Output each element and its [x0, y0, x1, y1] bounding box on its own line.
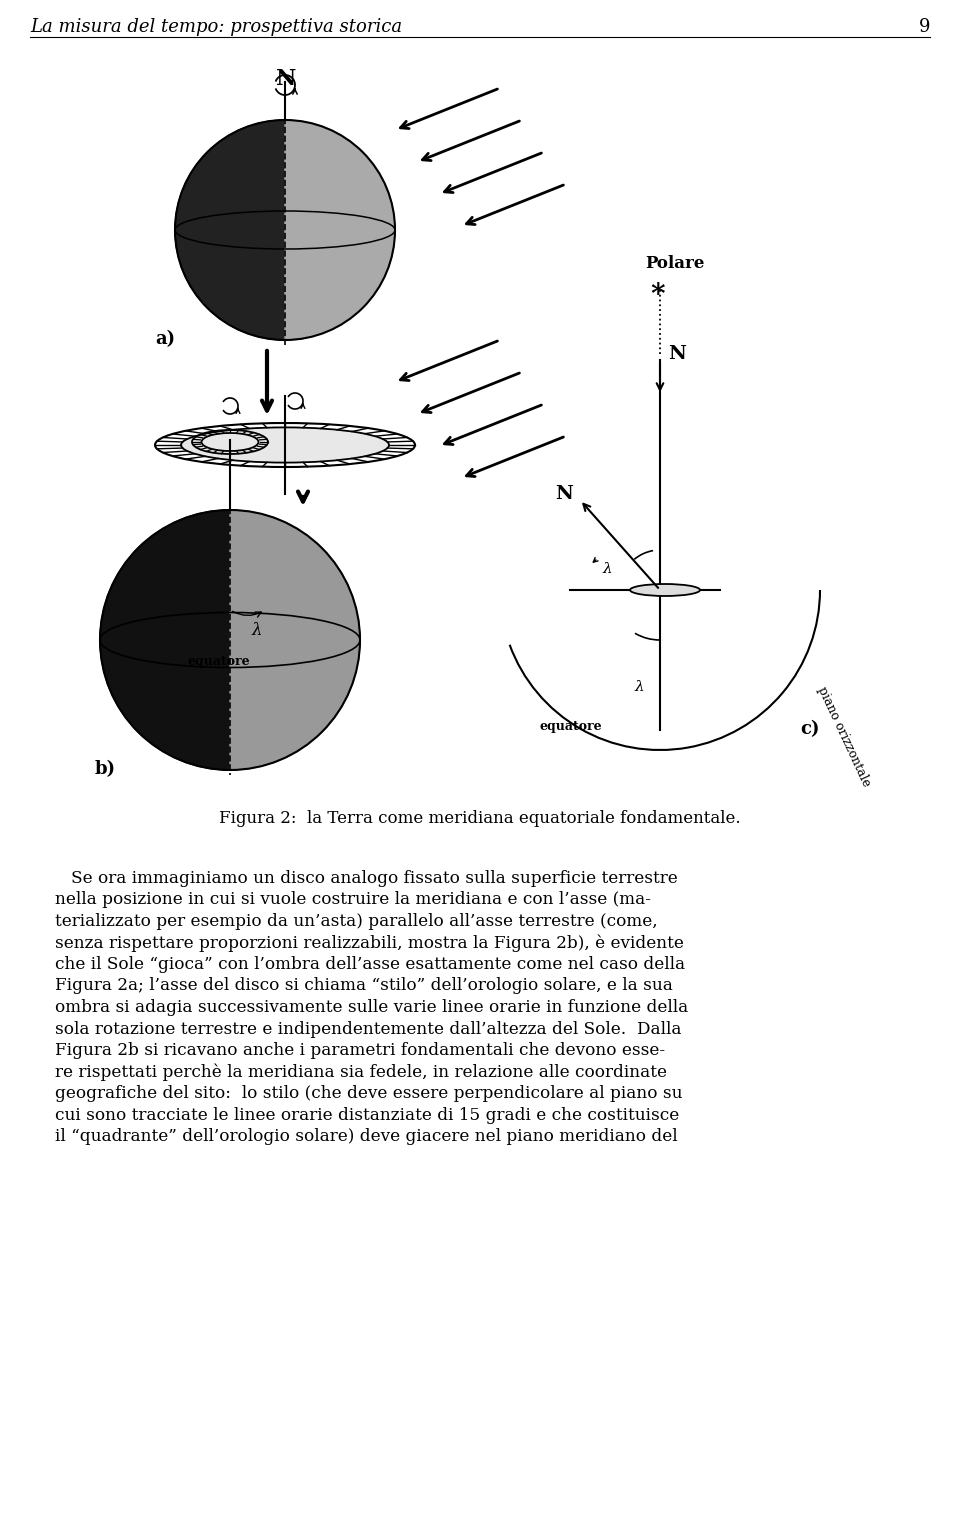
Polygon shape [230, 510, 360, 770]
Text: N: N [668, 344, 685, 363]
Text: a): a) [155, 330, 175, 347]
Text: geografiche del sito:  lo stilo (che deve essere perpendicolare al piano su: geografiche del sito: lo stilo (che deve… [55, 1085, 683, 1102]
Text: Figura 2:  la Terra come meridiana equatoriale fondamentale.: Figura 2: la Terra come meridiana equato… [219, 810, 741, 827]
Text: senza rispettare proporzioni realizzabili, mostra la Figura 2b), è evidente: senza rispettare proporzioni realizzabil… [55, 934, 684, 951]
Text: nella posizione in cui si vuole costruire la meridiana e con l’asse (ma-: nella posizione in cui si vuole costruir… [55, 891, 651, 908]
Text: terializzato per esempio da un’asta) parallelo all’asse terrestre (come,: terializzato per esempio da un’asta) par… [55, 913, 658, 930]
Text: Se ora immaginiamo un disco analogo fissato sulla superficie terrestre: Se ora immaginiamo un disco analogo fiss… [55, 870, 678, 887]
Text: N: N [555, 486, 573, 503]
Text: il “quadrante” dell’orologio solare) deve giacere nel piano meridiano del: il “quadrante” dell’orologio solare) dev… [55, 1128, 678, 1145]
Text: equatore: equatore [540, 719, 603, 733]
Polygon shape [285, 120, 395, 340]
Ellipse shape [630, 584, 700, 596]
Text: Figura 2b si ricavano anche i parametri fondamentali che devono esse-: Figura 2b si ricavano anche i parametri … [55, 1042, 665, 1059]
Polygon shape [100, 510, 230, 770]
Ellipse shape [202, 433, 258, 450]
Ellipse shape [181, 427, 389, 463]
Text: ombra si adagia successivamente sulle varie linee orarie in funzione della: ombra si adagia successivamente sulle va… [55, 999, 688, 1016]
Text: b): b) [95, 759, 116, 778]
Text: cui sono tracciate le linee orarie distanziate di 15 gradi e che costituisce: cui sono tracciate le linee orarie dista… [55, 1107, 680, 1124]
Polygon shape [175, 120, 285, 340]
Text: re rispettati perchè la meridiana sia fedele, in relazione alle coordinate: re rispettati perchè la meridiana sia fe… [55, 1064, 667, 1081]
Text: λ: λ [252, 622, 262, 639]
Text: Polare: Polare [645, 255, 705, 272]
Text: c): c) [800, 719, 820, 738]
Text: Figura 2a; l’asse del disco si chiama “stilo” dell’orologio solare, e la sua: Figura 2a; l’asse del disco si chiama “s… [55, 978, 673, 994]
Text: N: N [276, 68, 297, 91]
Text: La misura del tempo: prospettiva storica: La misura del tempo: prospettiva storica [30, 18, 402, 35]
Text: *: * [650, 281, 664, 309]
Text: λ: λ [635, 679, 644, 695]
Text: equatore: equatore [188, 655, 251, 669]
Text: sola rotazione terrestre e indipendentemente dall’altezza del Sole.  Dalla: sola rotazione terrestre e indipendentem… [55, 1021, 682, 1037]
Text: piano orizzontale: piano orizzontale [815, 686, 873, 790]
Text: λ: λ [602, 563, 612, 576]
Text: 9: 9 [919, 18, 930, 35]
Text: che il Sole “gioca” con l’ombra dell’asse esattamente come nel caso della: che il Sole “gioca” con l’ombra dell’ass… [55, 956, 685, 973]
